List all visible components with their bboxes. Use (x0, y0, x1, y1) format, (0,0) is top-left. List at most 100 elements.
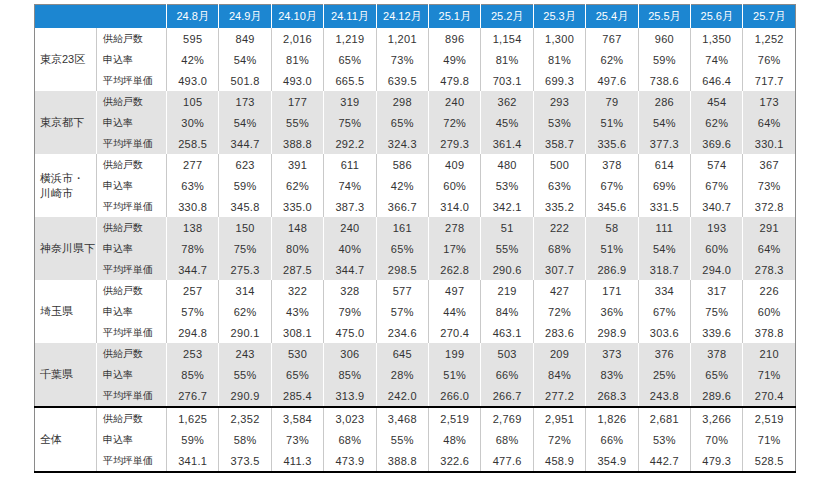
value-cell: 222 (533, 217, 585, 238)
value-cell: 63% (167, 175, 219, 196)
value-cell: 387.3 (324, 196, 376, 217)
table-row: 申込率78%75%80%40%65%17%55%68%51%54%60%64% (35, 238, 796, 259)
value-cell: 60% (691, 238, 743, 259)
value-cell: 339.6 (691, 322, 743, 343)
value-cell: 42% (167, 49, 219, 70)
value-cell: 322 (271, 280, 323, 301)
value-cell: 442.7 (638, 450, 690, 472)
metric-label: 供給戸数 (97, 91, 167, 112)
value-cell: 36% (586, 301, 638, 322)
value-cell: 64% (743, 238, 796, 259)
value-cell: 577 (376, 280, 428, 301)
value-cell: 314 (219, 280, 271, 301)
value-cell: 313.9 (324, 385, 376, 407)
value-cell: 17% (429, 238, 481, 259)
metric-label: 平均坪単価 (97, 322, 167, 343)
value-cell: 378 (691, 343, 743, 364)
value-cell: 2,352 (219, 407, 271, 429)
metric-label: 申込率 (97, 364, 167, 385)
value-cell: 66% (481, 364, 533, 385)
value-cell: 294.0 (691, 259, 743, 280)
value-cell: 51% (429, 364, 481, 385)
value-cell: 377.3 (638, 133, 690, 154)
metric-label: 平均坪単価 (97, 70, 167, 91)
value-cell: 318.7 (638, 259, 690, 280)
value-cell: 85% (324, 364, 376, 385)
value-cell: 59% (167, 429, 219, 450)
value-cell: 388.8 (376, 450, 428, 472)
value-cell: 341.1 (167, 450, 219, 472)
value-cell: 960 (638, 28, 690, 49)
value-cell: 54% (638, 238, 690, 259)
value-cell: 292.2 (324, 133, 376, 154)
value-cell: 896 (429, 28, 481, 49)
metric-label: 申込率 (97, 112, 167, 133)
table-row: 全体供給戸数1,6252,3523,5843,0233,4682,5192,76… (35, 407, 796, 429)
value-cell: 111 (638, 217, 690, 238)
value-cell: 75% (691, 301, 743, 322)
value-cell: 81% (481, 49, 533, 70)
value-cell: 1,826 (586, 407, 638, 429)
value-cell: 344.7 (324, 259, 376, 280)
metric-label: 申込率 (97, 301, 167, 322)
value-cell: 586 (376, 154, 428, 175)
value-cell: 354.9 (586, 450, 638, 472)
value-cell: 287.5 (271, 259, 323, 280)
value-cell: 54% (638, 112, 690, 133)
value-cell: 285.4 (271, 385, 323, 407)
value-cell: 373.5 (219, 450, 271, 472)
value-cell: 369.6 (691, 133, 743, 154)
value-cell: 290.1 (219, 322, 271, 343)
value-cell: 372.8 (743, 196, 796, 217)
value-cell: 44% (429, 301, 481, 322)
value-cell: 54% (219, 112, 271, 133)
value-cell: 64% (743, 112, 796, 133)
value-cell: 411.3 (271, 450, 323, 472)
value-cell: 68% (324, 429, 376, 450)
month-header: 25.7月 (743, 5, 796, 29)
table-row: 神奈川県下供給戸数1381501482401612785122258111193… (35, 217, 796, 238)
value-cell: 69% (638, 175, 690, 196)
value-cell: 240 (324, 217, 376, 238)
group-label: 埼玉県 (35, 280, 97, 343)
value-cell: 53% (481, 175, 533, 196)
value-cell: 66% (586, 429, 638, 450)
value-cell: 57% (167, 301, 219, 322)
value-cell: 210 (743, 343, 796, 364)
value-cell: 68% (481, 429, 533, 450)
value-cell: 60% (429, 175, 481, 196)
value-cell: 530 (271, 343, 323, 364)
value-cell: 391 (271, 154, 323, 175)
value-cell: 262.8 (429, 259, 481, 280)
value-cell: 378 (586, 154, 638, 175)
value-cell: 278 (429, 217, 481, 238)
value-cell: 65% (271, 364, 323, 385)
value-cell: 76% (743, 49, 796, 70)
metric-label: 申込率 (97, 175, 167, 196)
value-cell: 73% (376, 49, 428, 70)
value-cell: 376 (638, 343, 690, 364)
value-cell: 80% (271, 238, 323, 259)
value-cell: 497.6 (586, 70, 638, 91)
value-cell: 328 (324, 280, 376, 301)
table-row: 横浜市・ 川崎市供給戸数2776233916115864094805003786… (35, 154, 796, 175)
value-cell: 330.1 (743, 133, 796, 154)
value-cell: 335.0 (271, 196, 323, 217)
value-cell: 324.3 (376, 133, 428, 154)
table-row: 平均坪単価344.7275.3287.5344.7298.5262.8290.6… (35, 259, 796, 280)
value-cell: 243.8 (638, 385, 690, 407)
value-cell: 105 (167, 91, 219, 112)
value-cell: 294.8 (167, 322, 219, 343)
value-cell: 40% (324, 238, 376, 259)
month-header: 25.5月 (638, 5, 690, 29)
value-cell: 314.0 (429, 196, 481, 217)
value-cell: 463.1 (481, 322, 533, 343)
value-cell: 240 (429, 91, 481, 112)
value-cell: 277 (167, 154, 219, 175)
value-cell: 58 (586, 217, 638, 238)
value-cell: 73% (743, 175, 796, 196)
value-cell: 1,252 (743, 28, 796, 49)
value-cell: 51% (586, 238, 638, 259)
value-cell: 30% (167, 112, 219, 133)
value-cell: 473.9 (324, 450, 376, 472)
